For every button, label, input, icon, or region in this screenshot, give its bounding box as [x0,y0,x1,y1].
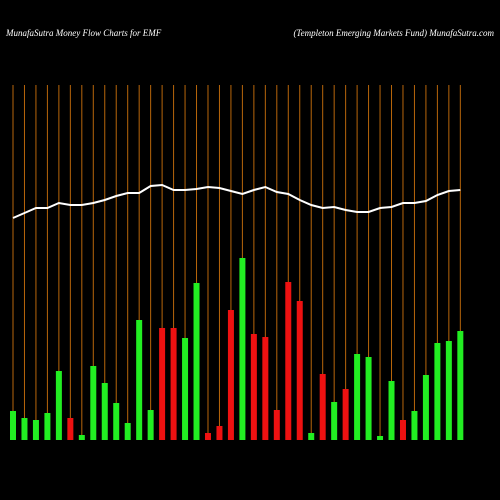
bar [445,341,452,440]
chart-subtitle: (Templeton Emerging Markets Fund) Munafa… [293,28,494,38]
bar [411,411,418,440]
bar [285,282,292,440]
bar [239,258,246,440]
bar [204,433,211,440]
bar [90,366,97,440]
bar [67,418,74,440]
bar [331,402,338,440]
bar [147,410,154,440]
bar [365,357,372,440]
bar [388,381,395,440]
bar [21,418,28,440]
bar [250,334,257,440]
bar [354,354,361,440]
bar [227,310,234,440]
bar [124,423,131,440]
bar [377,436,384,440]
bar [319,374,326,440]
bar [193,283,200,440]
bar [296,301,303,440]
chart-title: MunafaSutra Money Flow Charts for EMF [5,28,162,38]
bar [457,331,464,440]
bar [216,426,223,440]
bar [399,420,406,440]
bar [342,389,349,440]
bar [101,383,108,440]
bar [262,337,269,440]
bar [10,411,16,440]
bar [434,343,441,440]
bar [159,328,166,440]
bar [136,320,143,440]
bar [308,433,315,440]
bar [78,435,85,440]
bar [44,413,51,440]
bar [273,410,280,440]
bar [170,328,177,440]
bar [32,420,39,440]
bar [55,371,62,440]
bar [182,338,189,440]
bar [422,375,429,440]
price-line [12,183,461,219]
bar [113,403,120,440]
